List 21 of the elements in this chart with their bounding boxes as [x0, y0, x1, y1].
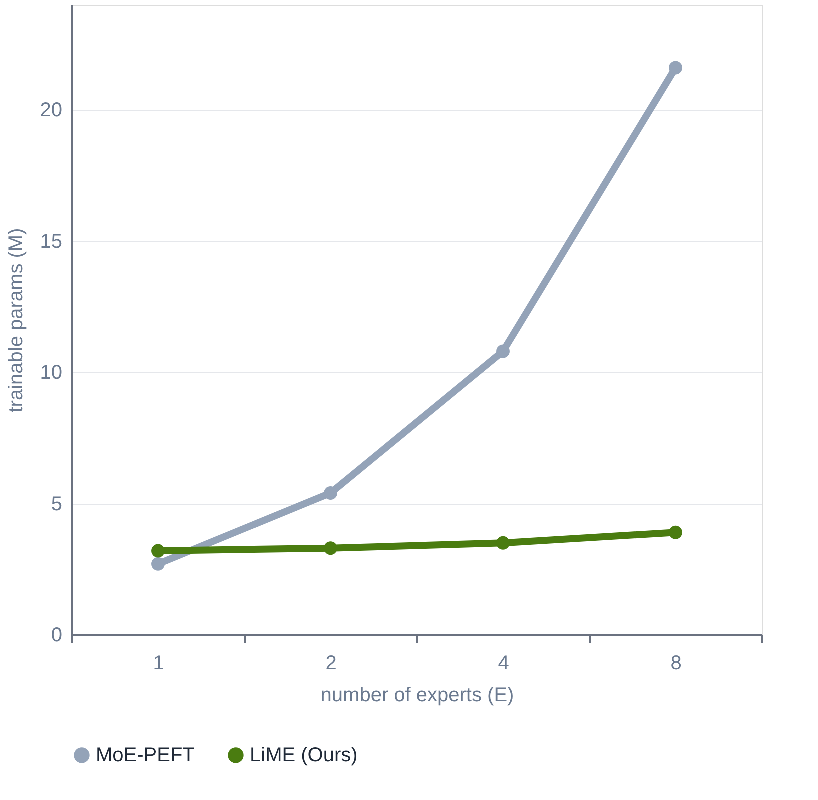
point: [152, 557, 165, 571]
point: [324, 486, 338, 500]
y-tick-label: 0: [51, 624, 62, 646]
x-axis-title: number of experts (E): [320, 684, 514, 706]
legend-label: LiME (Ours): [250, 744, 358, 766]
x-tick-label: 4: [498, 652, 510, 674]
point: [496, 344, 510, 358]
legend-label: MoE-PEFT: [96, 744, 195, 766]
y-tick-label: 15: [40, 230, 62, 253]
x-tick-label: 1: [153, 652, 164, 674]
point: [669, 61, 682, 75]
point: [152, 544, 165, 558]
y-tick-label: 20: [40, 100, 62, 122]
y-tick-label: 10: [40, 362, 62, 384]
x-tick-label: 2: [326, 652, 337, 674]
y-axis-title: trainable params (M): [5, 228, 28, 413]
y-tick-label: 5: [51, 493, 62, 516]
point: [669, 526, 682, 540]
x-tick-label: 8: [670, 652, 682, 674]
point: [324, 542, 338, 556]
point: [496, 536, 510, 550]
